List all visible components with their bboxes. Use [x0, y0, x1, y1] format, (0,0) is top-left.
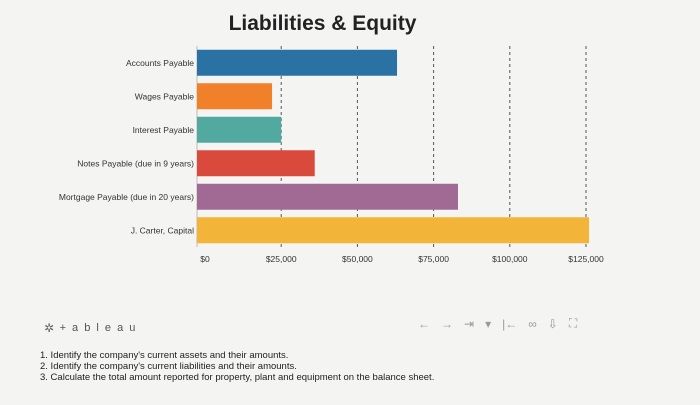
reset-icon[interactable]: |←	[502, 316, 518, 331]
x-tick-label: $100,000	[492, 254, 528, 264]
tableau-wordmark: + a b l e a u	[59, 322, 137, 334]
bar[interactable]	[197, 150, 315, 177]
bar[interactable]	[197, 49, 398, 76]
category-label: Accounts Payable	[126, 58, 194, 68]
question-item: 3. Calculate the total amount reported f…	[40, 372, 435, 383]
share-icon[interactable]: ∞	[528, 316, 537, 331]
tableau-star-icon: ✲	[44, 321, 56, 335]
question-item: 1. Identify the company's current assets…	[40, 350, 289, 361]
x-tick-label: $25,000	[266, 254, 297, 264]
bar[interactable]	[197, 83, 273, 110]
fullscreen-icon[interactable]: ⛶	[568, 316, 578, 330]
download-icon[interactable]: ⇩	[547, 316, 558, 331]
category-label: Interest Payable	[133, 125, 195, 135]
category-label: Mortgage Payable (due in 20 years)	[59, 192, 194, 202]
redo-icon[interactable]: →	[441, 316, 453, 331]
bar-chart: Accounts Payable Wages Payable Interest Pa…	[59, 46, 604, 264]
category-label: Wages Payable	[135, 91, 194, 101]
bar[interactable]	[197, 217, 590, 244]
chart-title: Liabilities & Equity	[228, 12, 417, 35]
viz-toolbar: ← → ⇥ ▾ |← ∞ ⇩ ⛶	[418, 316, 577, 331]
question-list: 1. Identify the company's current assets…	[40, 350, 434, 383]
revert-icon[interactable]: ⇥	[464, 316, 475, 331]
x-tick-label: $0	[200, 254, 210, 264]
question-item: 2. Identify the company's current liabil…	[40, 361, 297, 372]
dropdown-icon[interactable]: ▾	[485, 316, 492, 331]
x-tick-label: $50,000	[342, 254, 373, 264]
tableau-logo[interactable]: ✲ + a b l e a u	[44, 321, 137, 335]
bar[interactable]	[197, 116, 282, 143]
x-tick-label: $125,000	[568, 254, 604, 264]
undo-icon[interactable]: ←	[418, 316, 430, 331]
bar[interactable]	[197, 183, 458, 210]
category-label: Notes Payable (due in 9 years)	[77, 158, 194, 168]
category-label: J. Carter, Capital	[131, 225, 194, 235]
x-tick-label: $75,000	[418, 254, 449, 264]
